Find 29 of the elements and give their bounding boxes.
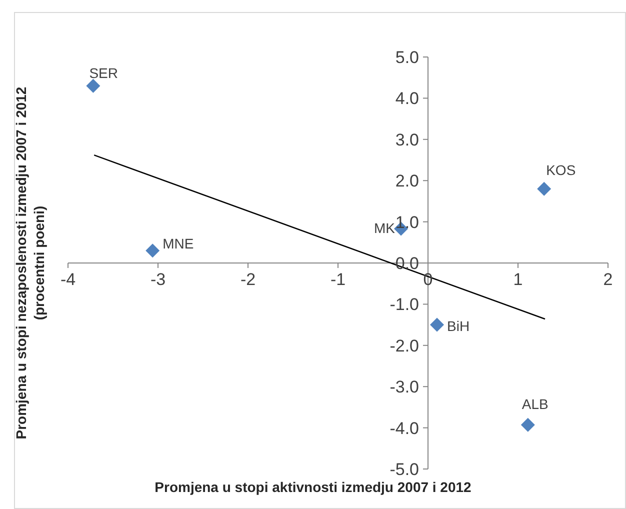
y-tick-label: -3.0 xyxy=(390,378,419,397)
y-tick-label: -2.0 xyxy=(390,336,419,356)
x-tick-label: 1 xyxy=(513,270,523,289)
annotation: SER xyxy=(89,64,118,81)
annotation: MK xyxy=(374,220,396,236)
y-tick-label: 5.0 xyxy=(395,48,419,67)
annotation: MNE xyxy=(162,236,194,252)
y-tick-label: 3.0 xyxy=(395,130,419,150)
annotation: KOS xyxy=(546,162,576,178)
point xyxy=(520,418,535,432)
y-axis-title: Promjena u stopi nezaposlenosti izmedju 2007 i 2012 (procentni poeni) xyxy=(12,86,48,442)
point xyxy=(537,182,552,196)
x-tick-label: -3 xyxy=(150,270,166,289)
point xyxy=(430,318,444,332)
x-axis-title: Promjena u stopi aktivnosti izmedju 2007 i 2012 xyxy=(154,479,472,495)
y-tick-label: -5.0 xyxy=(390,460,419,479)
annotation: ALB xyxy=(522,396,548,412)
y-tick-label: -4.0 xyxy=(390,418,419,438)
x-tick-label: -2 xyxy=(240,270,256,289)
annotation: BiH xyxy=(447,318,470,334)
point xyxy=(146,244,160,258)
y-tick-label: -1.0 xyxy=(390,295,419,314)
y-tick-label: 2.0 xyxy=(395,172,419,191)
x-tick-label: -4 xyxy=(60,270,76,289)
x-tick-label: 2 xyxy=(603,270,613,289)
x-tick-label: -1 xyxy=(330,270,346,289)
y-tick-label: 4.0 xyxy=(395,89,419,108)
point xyxy=(86,78,100,93)
y-tick-label: 1.0 xyxy=(395,212,419,232)
